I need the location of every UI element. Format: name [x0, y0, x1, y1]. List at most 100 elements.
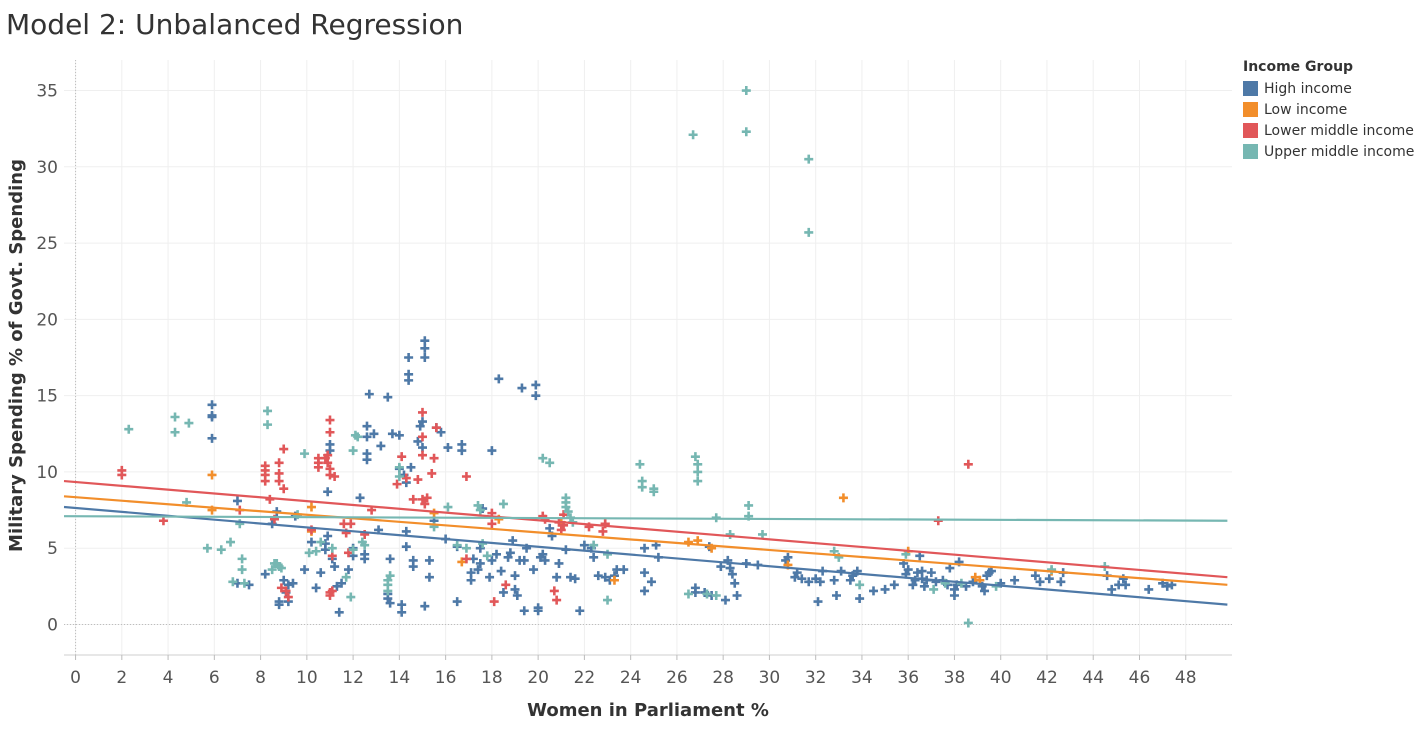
point-high-income — [332, 581, 342, 591]
legend-item-high-income[interactable]: High income — [1243, 78, 1415, 99]
point-high-income — [369, 429, 379, 439]
point-lower-middle-income — [392, 479, 402, 489]
trend-line-upper-middle-income — [63, 515, 1228, 522]
point-lower-middle-income — [279, 444, 289, 454]
point-lower-middle-income — [422, 493, 432, 503]
point-high-income — [424, 572, 434, 582]
point-upper-middle-income — [683, 589, 693, 599]
legend-title: Income Group — [1243, 59, 1354, 75]
point-upper-middle-income — [360, 540, 370, 550]
point-upper-middle-income — [757, 529, 767, 539]
legend-label: High income — [1264, 80, 1352, 97]
point-lower-middle-income — [325, 470, 335, 480]
x-tick-label: 6 — [209, 668, 220, 688]
legend-item-upper-middle-income[interactable]: Upper middle income — [1243, 141, 1415, 162]
point-high-income — [260, 569, 270, 579]
point-high-income — [330, 562, 340, 572]
point-high-income — [829, 575, 839, 585]
point-high-income — [362, 455, 372, 465]
point-high-income — [288, 578, 298, 588]
x-tick-label: 18 — [481, 668, 503, 688]
point-high-income — [274, 600, 284, 610]
point-lower-middle-income — [963, 459, 973, 469]
point-upper-middle-income — [563, 507, 573, 517]
point-high-income — [968, 577, 978, 587]
point-lower-middle-income — [276, 583, 286, 593]
point-high-income — [283, 580, 293, 590]
point-high-income — [300, 565, 310, 575]
point-high-income — [1167, 580, 1177, 590]
point-upper-middle-income — [693, 476, 703, 486]
point-high-income — [1044, 574, 1054, 584]
x-tick-label: 40 — [990, 668, 1012, 688]
point-high-income — [207, 433, 217, 443]
grid — [64, 60, 1232, 655]
y-tick-label: 0 — [47, 615, 58, 635]
point-upper-middle-income — [184, 418, 194, 428]
point-upper-middle-income — [170, 427, 180, 437]
point-high-income — [646, 577, 656, 587]
point-lower-middle-income — [274, 468, 284, 478]
x-tick-label: 48 — [1175, 668, 1197, 688]
y-tick-label: 30 — [36, 158, 58, 178]
x-tick-label: 12 — [342, 668, 364, 688]
point-high-income — [519, 606, 529, 616]
point-upper-middle-income — [855, 580, 865, 590]
point-lower-middle-income — [420, 499, 430, 509]
point-high-income — [554, 558, 564, 568]
point-upper-middle-income — [124, 424, 134, 434]
point-high-income — [487, 446, 497, 456]
point-high-income — [570, 574, 580, 584]
point-upper-middle-income — [394, 472, 404, 481]
point-high-income — [813, 597, 823, 607]
point-upper-middle-income — [348, 545, 358, 555]
point-upper-middle-income — [385, 571, 395, 581]
point-high-income — [487, 555, 497, 565]
point-upper-middle-income — [311, 546, 321, 556]
point-low-income — [306, 502, 316, 512]
point-high-income — [797, 574, 807, 584]
point-upper-middle-income — [538, 453, 548, 463]
point-high-income — [420, 336, 430, 346]
point-high-income — [1144, 584, 1154, 594]
point-high-income — [404, 353, 414, 362]
legend-swatch — [1243, 81, 1258, 96]
point-high-income — [538, 549, 548, 559]
point-lower-middle-income — [933, 516, 943, 526]
point-high-income — [917, 566, 927, 576]
point-upper-middle-income — [276, 563, 286, 573]
legend-item-lower-middle-income[interactable]: Lower middle income — [1243, 120, 1415, 141]
point-upper-middle-income — [304, 548, 314, 558]
point-lower-middle-income — [397, 452, 407, 462]
point-lower-middle-income — [117, 470, 127, 480]
point-high-income — [908, 580, 918, 590]
point-high-income — [401, 542, 411, 552]
point-high-income — [311, 583, 321, 593]
x-tick-label: 44 — [1082, 668, 1104, 688]
point-high-income — [397, 600, 407, 610]
legend-item-low-income[interactable]: Low income — [1243, 99, 1415, 120]
point-upper-middle-income — [635, 459, 645, 469]
point-lower-middle-income — [327, 551, 337, 561]
point-low-income — [970, 572, 980, 582]
point-high-income — [720, 595, 730, 605]
point-high-income — [804, 577, 814, 587]
point-high-income — [640, 568, 650, 578]
point-high-income — [452, 597, 462, 607]
point-upper-middle-income — [202, 543, 212, 553]
point-high-income — [640, 543, 650, 553]
point-high-income — [831, 591, 841, 600]
y-tick-label: 10 — [36, 463, 58, 483]
point-high-income — [413, 436, 423, 446]
point-high-income — [207, 410, 217, 420]
x-tick-label: 42 — [1036, 668, 1058, 688]
point-low-income — [207, 470, 217, 480]
point-upper-middle-income — [804, 227, 814, 237]
point-high-income — [325, 446, 335, 456]
point-high-income — [383, 392, 393, 402]
point-high-income — [510, 571, 520, 581]
y-tick-label: 15 — [36, 387, 58, 407]
point-lower-middle-income — [158, 516, 168, 526]
point-upper-middle-income — [267, 565, 277, 575]
point-high-income — [845, 575, 855, 585]
